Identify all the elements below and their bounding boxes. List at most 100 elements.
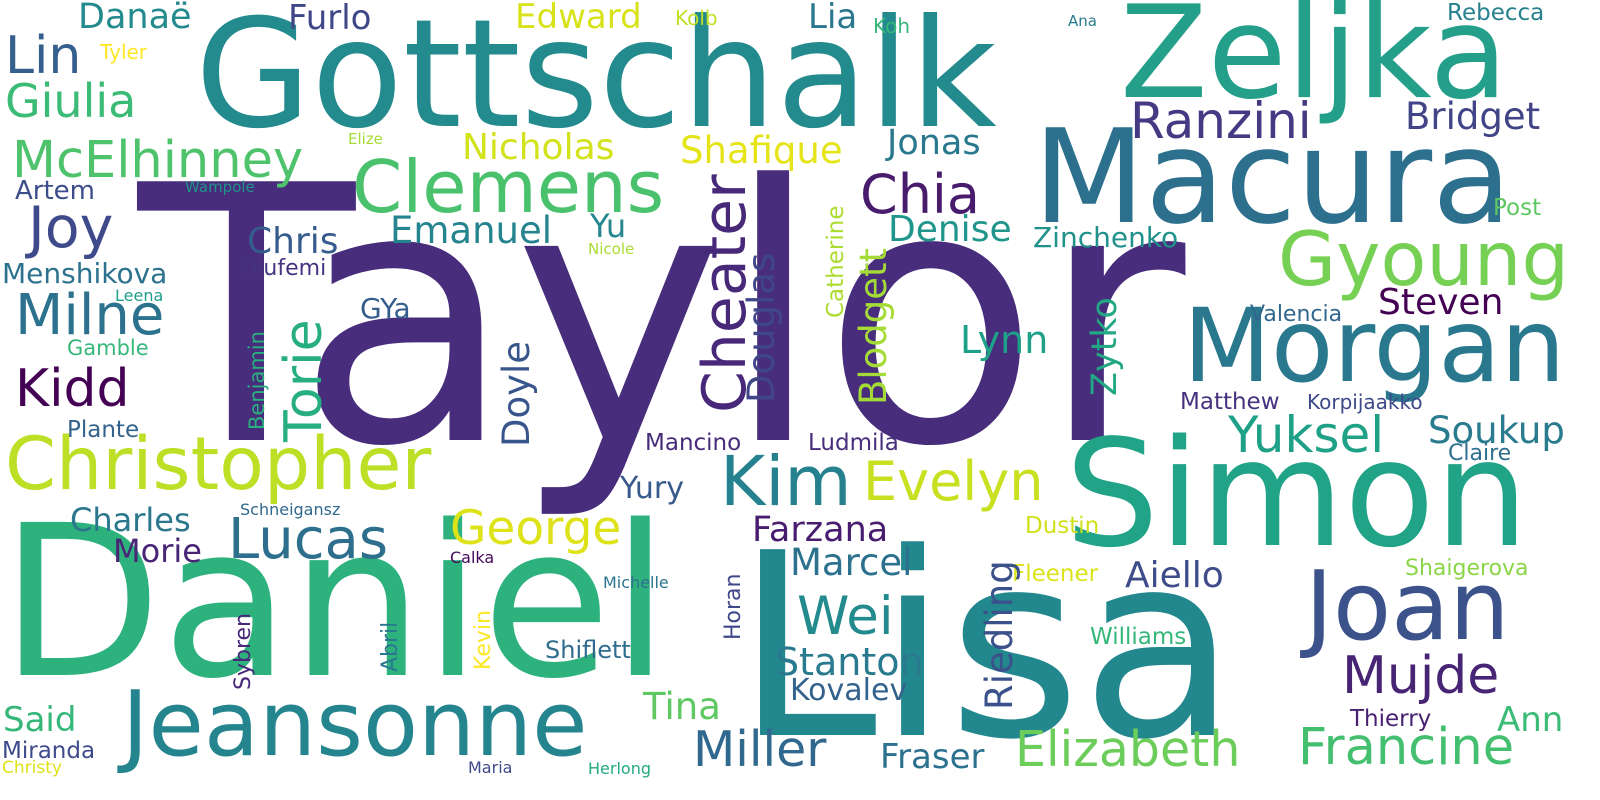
word-zytko: Zytko bbox=[1085, 297, 1125, 396]
word-zeljka: Zeljka bbox=[1120, 0, 1508, 128]
word-kolb: Korpijaakko bbox=[1307, 390, 1423, 414]
word-horan: Horan bbox=[721, 573, 746, 640]
word-nicholas: Nicholas bbox=[462, 127, 615, 168]
word-steven: Steven bbox=[1378, 282, 1504, 323]
word-artem: Artem bbox=[15, 176, 95, 206]
word-gya: GYa bbox=[360, 292, 411, 325]
word-kidd: Kidd bbox=[15, 359, 130, 419]
word-marcel: Marcel bbox=[790, 541, 913, 584]
word-catherine: Catherine bbox=[823, 205, 849, 318]
word-wampole: Nicole bbox=[588, 240, 635, 258]
word-chris: Chris bbox=[247, 221, 339, 262]
word-bridget: Bridget bbox=[1405, 95, 1541, 138]
word-gottschalk: Gottschalk bbox=[195, 0, 997, 162]
word-tina: Tina bbox=[643, 685, 721, 728]
word-torie: Torie bbox=[274, 319, 334, 442]
word-stanton: Stanton bbox=[775, 640, 924, 684]
word-maria: Herlong bbox=[588, 759, 651, 778]
word-george: George bbox=[450, 501, 622, 556]
word-valencia: Valencia bbox=[1250, 302, 1343, 327]
word-macura: Macura bbox=[1033, 101, 1512, 253]
word-benjamin: Benjamin bbox=[245, 331, 269, 430]
word-denise: Denise bbox=[888, 209, 1012, 250]
word-ludmila: Ludmila bbox=[808, 430, 899, 456]
word-emanuel: Emanuel bbox=[390, 209, 553, 252]
word-schneigansz: Calka bbox=[450, 548, 495, 567]
word-gyoung: Gyoung bbox=[1278, 215, 1570, 303]
word-soukup: Soukup bbox=[1428, 409, 1565, 452]
word-christy: Schneigansz bbox=[240, 500, 341, 519]
word-mancino: Mancino bbox=[645, 430, 742, 456]
word-miranda: Miranda bbox=[2, 738, 96, 764]
word-ann: Ann bbox=[1497, 700, 1564, 740]
word-edward: Edward bbox=[515, 0, 642, 37]
word-fraser: Fraser bbox=[880, 737, 985, 777]
word-yury: Yury bbox=[620, 471, 684, 506]
word-aiello: Aiello bbox=[1125, 555, 1224, 596]
word-christopher: Christopher bbox=[5, 422, 432, 507]
word-tyler: Kolb bbox=[675, 6, 718, 30]
word-ana: Koh bbox=[873, 14, 911, 38]
word-korpijaakko: Maria bbox=[468, 758, 513, 777]
word-leena: Wampole bbox=[185, 178, 255, 196]
word-plante: Plante bbox=[67, 417, 140, 443]
word-chia: Chia bbox=[860, 163, 981, 226]
word-zinchenko: Zinchenko bbox=[1033, 221, 1179, 254]
word-nicole: Elize bbox=[348, 130, 383, 148]
word-taylor: Taylor bbox=[138, 110, 1186, 524]
word-gamble: Tyler bbox=[100, 40, 148, 64]
word-joy: Joy bbox=[28, 195, 114, 261]
word-charles: Charles bbox=[70, 501, 191, 539]
word-kim: Kim bbox=[720, 442, 852, 522]
word-michelle: Leena bbox=[115, 286, 164, 305]
word-morie: Morie bbox=[113, 532, 202, 570]
word-calka: Michelle bbox=[603, 573, 669, 592]
word-evelyn: Evelyn bbox=[863, 450, 1044, 513]
word-shafique: Shafique bbox=[680, 129, 843, 172]
word-shaigerova: Shaigerova bbox=[1405, 556, 1529, 581]
word-said: Said bbox=[3, 700, 77, 740]
word-mujde: Mujde bbox=[1342, 646, 1500, 706]
word-daniel: Daniel bbox=[0, 480, 670, 725]
word-giulia: Giulia bbox=[5, 74, 137, 128]
word-elize: Ana bbox=[1068, 12, 1097, 30]
word-wei: Wei bbox=[797, 586, 894, 647]
word-milne: Milne bbox=[15, 283, 165, 348]
word-yu: Yu bbox=[590, 207, 627, 245]
word-yuksel: Yuksel bbox=[1228, 406, 1385, 464]
word-douglas: Douglas bbox=[740, 252, 783, 403]
word-dustin: Dustin bbox=[1025, 513, 1100, 539]
word-joan: Joan bbox=[1305, 552, 1510, 662]
word-menshikova: Menshikova bbox=[2, 257, 168, 290]
word-thierry: Thierry bbox=[1350, 706, 1432, 732]
word-lisa: Lisa bbox=[735, 499, 1238, 796]
word-francine: Francine bbox=[1298, 718, 1515, 777]
word-morgan: Morgan bbox=[1183, 287, 1566, 406]
word-blodgett: Blodgett bbox=[852, 247, 895, 405]
word-doyle: Doyle bbox=[495, 340, 538, 447]
word-ranzini: Ranzini bbox=[1130, 92, 1312, 150]
word-claire: Claire bbox=[1448, 441, 1512, 466]
word-danae: Danaë bbox=[78, 0, 192, 37]
word-fleener: Fleener bbox=[1012, 561, 1099, 587]
word-herlong: Christy bbox=[2, 758, 62, 778]
word-jeansonne: Jeansonne bbox=[122, 672, 588, 777]
word-miller: Miller bbox=[693, 721, 827, 778]
word-elizabeth: Elizabeth bbox=[1015, 721, 1241, 778]
word-lynn: Lynn bbox=[960, 318, 1049, 362]
word-david: Gamble bbox=[67, 336, 149, 360]
word-kovalev: Kovalev bbox=[790, 673, 908, 708]
word-mcelhinney: McElhinney bbox=[12, 131, 304, 190]
word-shiflett: Shiflett bbox=[545, 636, 631, 664]
word-abril: Abril bbox=[378, 621, 403, 672]
word-furlo: Furlo bbox=[288, 0, 372, 38]
word-williams: Williams bbox=[1090, 624, 1187, 650]
word-lia: Lia bbox=[808, 0, 858, 37]
word-matthew: Matthew bbox=[1180, 389, 1280, 415]
word-sybren: Sybren bbox=[231, 613, 256, 690]
word-farzana: Farzana bbox=[752, 510, 889, 550]
word-kevin: Kevin bbox=[471, 610, 496, 670]
word-post: Post bbox=[1493, 195, 1542, 221]
word-jonas: Jonas bbox=[887, 123, 981, 163]
